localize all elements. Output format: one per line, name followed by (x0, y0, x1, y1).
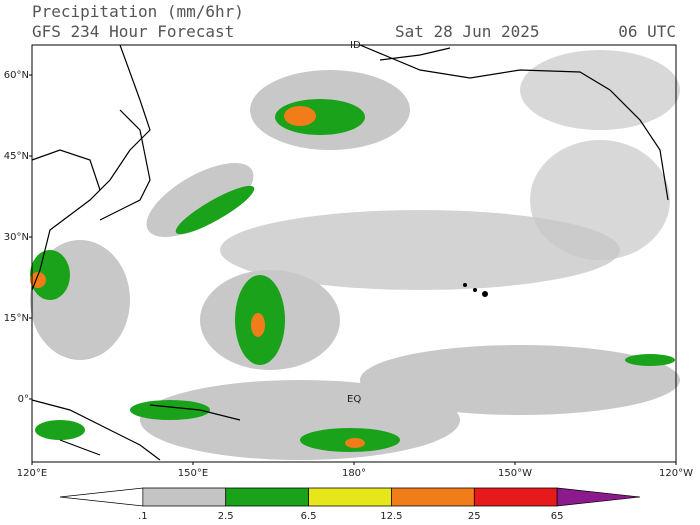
lon-label: 180° (342, 468, 366, 479)
annotation: ID (350, 40, 361, 51)
islands (463, 283, 488, 297)
colorbar-label: 65 (551, 511, 564, 522)
light-precip (30, 50, 680, 460)
colorbar-segment (391, 487, 475, 507)
lat-label: 0° (18, 394, 29, 405)
lat-label: 60°N (4, 70, 29, 81)
colorbar-segment (142, 487, 227, 507)
title: Precipitation (mm/6hr) (32, 2, 244, 21)
date: Sat 28 Jun 2025 (395, 22, 540, 41)
colorbar-segment (59, 487, 144, 507)
map: ID EQ (30, 40, 680, 463)
lon-label: 120°E (17, 468, 47, 479)
annotation: EQ (347, 394, 361, 405)
lon-label: 150°W (498, 468, 532, 479)
colorbar-label: 2.5 (218, 511, 234, 522)
lat-label: 30°N (4, 232, 29, 243)
model: GFS 234 Hour Forecast (32, 22, 234, 41)
colorbar-segment (556, 487, 641, 507)
time: 06 UTC (618, 22, 676, 41)
colorbar-segment (225, 487, 309, 507)
lon-label: 150°E (178, 468, 208, 479)
lat-label: 15°N (4, 313, 29, 324)
colorbar-label: 12.5 (380, 511, 402, 522)
colorbar-label: 25 (468, 511, 481, 522)
colorbar-label: .1 (138, 511, 148, 522)
colorbar-segment (308, 487, 392, 507)
colorbar-segment (473, 487, 558, 507)
colorbar-label: 6.5 (301, 511, 317, 522)
lon-label: 120°W (659, 468, 693, 479)
coastlines (31, 44, 669, 461)
lat-label: 45°N (4, 151, 29, 162)
heavy-precip (30, 106, 365, 448)
